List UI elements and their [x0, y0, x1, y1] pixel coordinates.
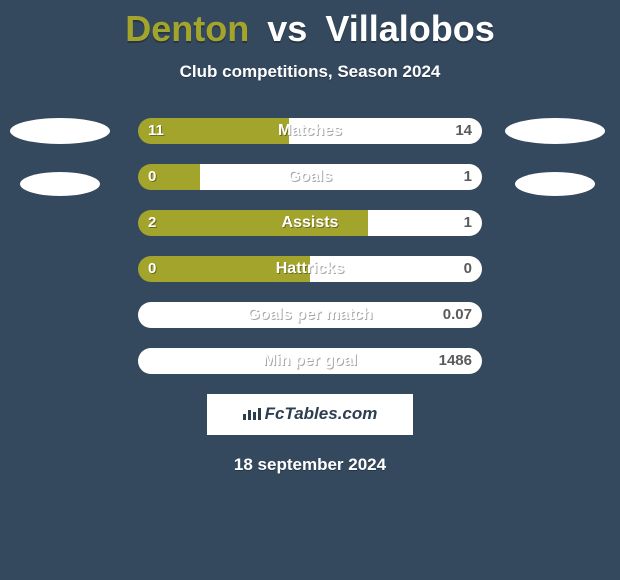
- bar-value-right: 0.07: [443, 302, 472, 328]
- comparison-bars: Matches1114Goals01Assists21Hattricks00Go…: [138, 118, 482, 374]
- bar-value-right: 1486: [439, 348, 472, 374]
- page-title: Denton vs Villalobos: [0, 0, 620, 50]
- bar-value-left: 11: [148, 118, 164, 144]
- bar-value-left: 0: [148, 164, 156, 190]
- player1-name: Denton: [125, 8, 249, 49]
- bar-value-right: 0: [464, 256, 472, 282]
- avatar-placeholder-icon: [515, 172, 595, 196]
- bar-row: Goals0 1: [138, 164, 482, 190]
- avatar-placeholder-icon: [505, 118, 605, 144]
- bar-label: Hattricks: [138, 256, 482, 282]
- bar-row: Min per goal1486: [138, 348, 482, 374]
- bar-value-right: 14: [455, 118, 472, 144]
- bar-label: Goals per match: [138, 302, 482, 328]
- subtitle: Club competitions, Season 2024: [0, 62, 620, 82]
- bar-row: Hattricks0 0: [138, 256, 482, 282]
- bar-row: Goals per match0.07: [138, 302, 482, 328]
- chart-icon: [243, 405, 261, 425]
- branding-badge: FcTables.com: [207, 394, 413, 435]
- bar-label: Assists: [138, 210, 482, 236]
- bar-value-right: 1: [464, 210, 472, 236]
- player2-name: Villalobos: [325, 8, 494, 49]
- bar-row: Matches11 14: [138, 118, 482, 144]
- avatar-placeholder-icon: [20, 172, 100, 196]
- bar-value-right: 1: [464, 164, 472, 190]
- player2-avatar: [500, 118, 610, 208]
- vs-label: vs: [267, 8, 307, 49]
- bar-value-left: 2: [148, 210, 156, 236]
- branding-text: FcTables.com: [265, 404, 378, 423]
- bar-label: Matches: [138, 118, 482, 144]
- player1-avatar: [5, 118, 115, 208]
- bar-label: Min per goal: [138, 348, 482, 374]
- bar-value-left: 0: [148, 256, 156, 282]
- avatar-placeholder-icon: [10, 118, 110, 144]
- bar-row: Assists2 1: [138, 210, 482, 236]
- date-label: 18 september 2024: [0, 455, 620, 475]
- bar-label: Goals: [138, 164, 482, 190]
